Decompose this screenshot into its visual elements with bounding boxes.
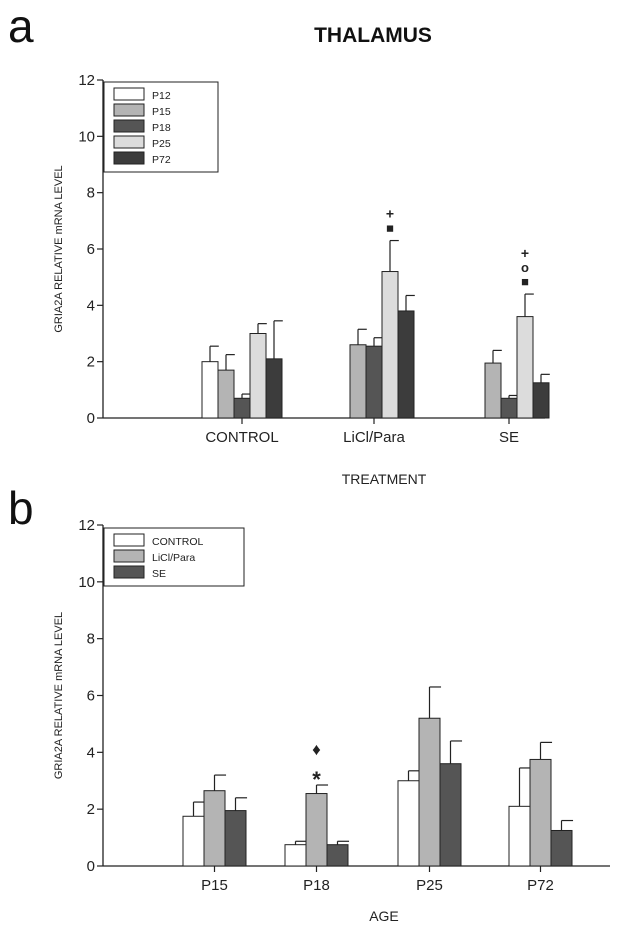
b-bar <box>529 758 552 867</box>
b-bar <box>439 763 462 867</box>
a-legend-label: P12 <box>152 90 171 102</box>
b-y-axis-label: GRIA2A RELATIVE mRNA LEVEL <box>53 612 65 779</box>
b-bar <box>550 829 573 867</box>
b-legend-label: CONTROL <box>152 536 203 548</box>
a-category-label: CONTROL <box>205 429 278 446</box>
chart-a: 0 2 4 6 8 10 12 GRIA2A RELATIVE mRNA LEVEL TREAT… <box>53 72 550 487</box>
a-bar <box>201 361 219 419</box>
a-legend: P12 P15 P18 P25 P72 <box>103 81 219 173</box>
a-bar <box>249 333 267 419</box>
b-bar <box>203 790 226 867</box>
b-bar <box>284 844 307 867</box>
a-bar <box>349 344 367 419</box>
a-y-tick-label: 8 <box>87 185 95 202</box>
b-bar <box>397 780 420 867</box>
a-significance-mark: ■ <box>386 221 394 236</box>
a-legend-label: P72 <box>152 154 171 166</box>
panel-a-letter: a <box>8 0 34 52</box>
b-bar <box>224 810 247 867</box>
b-bar <box>326 844 349 867</box>
b-significance-mark: * <box>312 767 321 792</box>
b-category-label: P15 <box>201 877 228 894</box>
b-bar <box>305 793 328 867</box>
b-y-tick-label: 12 <box>78 517 95 534</box>
a-significance-mark: + <box>386 206 394 222</box>
a-bar <box>217 369 235 419</box>
a-y-tick-label: 6 <box>87 241 95 258</box>
b-legend-label: SE <box>152 568 166 580</box>
a-bar <box>516 316 534 419</box>
a-y-tick-label: 12 <box>78 72 95 89</box>
b-x-axis-label: AGE <box>369 908 399 924</box>
a-significance-mark: ■ <box>521 274 529 289</box>
a-y-tick-label: 4 <box>87 297 95 314</box>
b-y-tick-label: 6 <box>87 688 95 705</box>
b-bar <box>182 815 205 867</box>
a-category-label: SE <box>499 429 519 446</box>
b-category-label: P25 <box>416 877 443 894</box>
a-legend-label: P25 <box>152 138 171 150</box>
b-bar <box>508 805 531 867</box>
b-category-label: P72 <box>527 877 554 894</box>
b-y-tick-label: 4 <box>87 744 95 761</box>
chart-b: 0 2 4 6 8 10 12 GRIA2A RELATIVE mRNA LEVEL AGE P1… <box>53 517 610 924</box>
b-legend: CONTROL LiCl/Para SE <box>103 527 245 587</box>
b-y-tick-label: 8 <box>87 631 95 648</box>
a-significance-mark: + <box>521 245 529 261</box>
a-bar <box>365 345 383 419</box>
a-category-label: LiCl/Para <box>343 429 405 446</box>
a-bar <box>397 310 415 419</box>
a-x-axis-label: TREATMENT <box>342 471 427 487</box>
b-bar <box>418 717 441 867</box>
a-y-tick-label: 0 <box>87 410 95 427</box>
panel-b-letter: b <box>8 482 34 534</box>
a-legend-swatch <box>113 151 145 165</box>
b-y-tick-label: 2 <box>87 801 95 818</box>
b-significance-mark: ♦ <box>312 740 321 759</box>
b-y-tick-label: 0 <box>87 858 95 875</box>
a-bar <box>265 358 283 419</box>
b-legend-swatch <box>113 565 145 579</box>
a-y-axis-label: GRIA2A RELATIVE mRNA LEVEL <box>53 165 65 332</box>
a-legend-label: P15 <box>152 106 171 118</box>
a-bar <box>484 362 502 419</box>
b-category-label: P18 <box>303 877 330 894</box>
b-legend-swatch <box>113 549 145 563</box>
a-bar <box>500 397 518 419</box>
chart-a-title: THALAMUS <box>314 24 432 47</box>
b-legend-label: LiCl/Para <box>152 552 195 564</box>
a-legend-swatch <box>113 87 145 101</box>
a-legend-label: P18 <box>152 122 171 134</box>
a-bar <box>233 397 251 419</box>
b-legend-swatch <box>113 533 145 547</box>
a-legend-swatch <box>113 103 145 117</box>
a-bar <box>381 271 399 419</box>
a-significance-mark: o <box>521 260 529 275</box>
a-y-tick-label: 10 <box>78 128 95 145</box>
a-bar <box>532 382 550 419</box>
a-y-tick-label: 2 <box>87 354 95 371</box>
b-y-tick-label: 10 <box>78 574 95 591</box>
a-legend-swatch <box>113 119 145 133</box>
a-legend-swatch <box>113 135 145 149</box>
